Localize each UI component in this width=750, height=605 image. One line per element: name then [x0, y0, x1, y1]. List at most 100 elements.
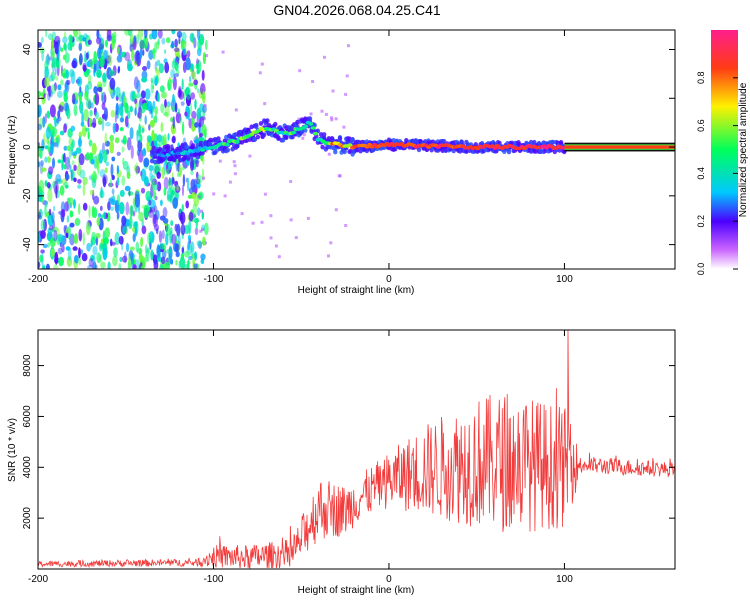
noise-speck	[205, 54, 209, 58]
noise-blob	[97, 117, 103, 125]
ridge-halo	[153, 159, 158, 165]
x-tick-label: 100	[556, 274, 573, 285]
noise-blob	[140, 187, 146, 194]
noise-blob	[57, 84, 62, 91]
noise-blob	[159, 85, 165, 93]
noise-blob	[123, 30, 130, 36]
noise-blob	[106, 34, 113, 42]
noise-blob	[196, 107, 202, 120]
noise-blob	[185, 94, 192, 107]
noise-blob	[163, 111, 169, 117]
noise-blob	[112, 255, 118, 267]
colorbar: 0.0 0.2 0.4 0.6 0.8 Normalized spectral ampl…	[696, 30, 749, 275]
noise-blob	[93, 173, 98, 181]
x-tick-label: -200	[28, 574, 48, 585]
noise-blob	[78, 247, 81, 259]
noise-blob	[90, 173, 94, 182]
noise-blob	[143, 176, 149, 187]
noise-blob	[65, 228, 70, 234]
noise-blob	[99, 55, 105, 68]
noise-blob	[97, 47, 102, 60]
noise-blob	[63, 145, 68, 151]
noise-blob	[159, 264, 165, 269]
noise-blob	[171, 40, 175, 49]
noise-blob	[148, 231, 155, 243]
noise-blob	[180, 223, 186, 236]
noise-blob	[109, 140, 115, 154]
noise-blob	[187, 194, 193, 199]
noise-blob	[110, 199, 117, 206]
noise-blob	[110, 109, 116, 118]
noise-blob	[141, 77, 148, 83]
noise-blob	[41, 138, 45, 151]
noise-speck	[344, 224, 348, 227]
noise-blob	[140, 236, 144, 248]
noise-blob	[152, 100, 156, 110]
noise-blob	[122, 135, 127, 145]
noise-blob	[164, 61, 170, 74]
noise-blob	[187, 259, 190, 269]
noise-blob	[60, 101, 65, 107]
noise-blob	[190, 102, 193, 116]
ridge-halo	[262, 132, 267, 138]
ridge-core	[310, 126, 316, 130]
noise-blob	[124, 51, 131, 62]
noise-blob	[188, 220, 192, 235]
noise-blob	[116, 164, 119, 175]
noise-blob	[141, 127, 145, 133]
noise-blob	[73, 233, 79, 245]
noise-blob	[172, 116, 176, 129]
noise-blob	[102, 176, 107, 188]
noise-speck	[212, 192, 216, 196]
ridge-halo	[190, 143, 196, 148]
noise-blob	[143, 157, 150, 168]
noise-blob	[146, 140, 150, 153]
noise-blob	[176, 223, 181, 237]
colorbar-tick-label: 0.4	[696, 167, 706, 180]
noise-blob	[84, 57, 88, 63]
noise-blob	[110, 163, 114, 178]
noise-blob	[104, 237, 109, 245]
noise-blob	[86, 68, 91, 74]
noise-blob	[109, 134, 114, 142]
noise-blob	[74, 254, 79, 264]
noise-blob	[122, 160, 129, 170]
noise-blob	[69, 69, 75, 77]
noise-blob	[99, 149, 104, 157]
y-tick-label: 40	[22, 44, 33, 56]
noise-blob	[86, 61, 91, 67]
colorbar-ticks: 0.0 0.2 0.4 0.6 0.8	[696, 72, 738, 275]
noise-blob	[166, 187, 173, 201]
noise-blob	[38, 42, 42, 48]
noise-blob	[140, 262, 143, 267]
noise-blob	[42, 264, 46, 269]
ridge-halo	[350, 137, 355, 143]
noise-speck	[331, 89, 335, 93]
noise-blob	[190, 179, 196, 191]
noise-blob	[140, 170, 143, 177]
figure-title: GN04.2026.068.04.25.C41	[273, 2, 441, 18]
noise-blob	[185, 86, 191, 101]
noise-blob	[144, 88, 151, 100]
noise-speck	[330, 118, 334, 122]
noise-blob	[115, 102, 119, 116]
ridge-halo	[538, 149, 543, 155]
noise-blob	[124, 185, 131, 192]
y-tick-label: 20	[22, 92, 33, 104]
noise-blob	[55, 185, 58, 199]
noise-speck	[301, 136, 305, 140]
noise-blob	[172, 197, 179, 209]
noise-blob	[103, 49, 108, 60]
noise-blob	[151, 30, 158, 40]
band-core	[564, 145, 675, 149]
noise-blob	[152, 179, 155, 193]
colorbar-tick-label: 0.2	[696, 215, 706, 228]
noise-blob	[160, 103, 165, 114]
noise-blob	[85, 152, 90, 161]
noise-blob	[41, 167, 47, 172]
noise-blob	[191, 110, 197, 120]
noise-blob	[76, 164, 82, 176]
noise-blob	[60, 79, 64, 86]
noise-blob	[137, 139, 143, 152]
noise-blob	[157, 38, 160, 46]
